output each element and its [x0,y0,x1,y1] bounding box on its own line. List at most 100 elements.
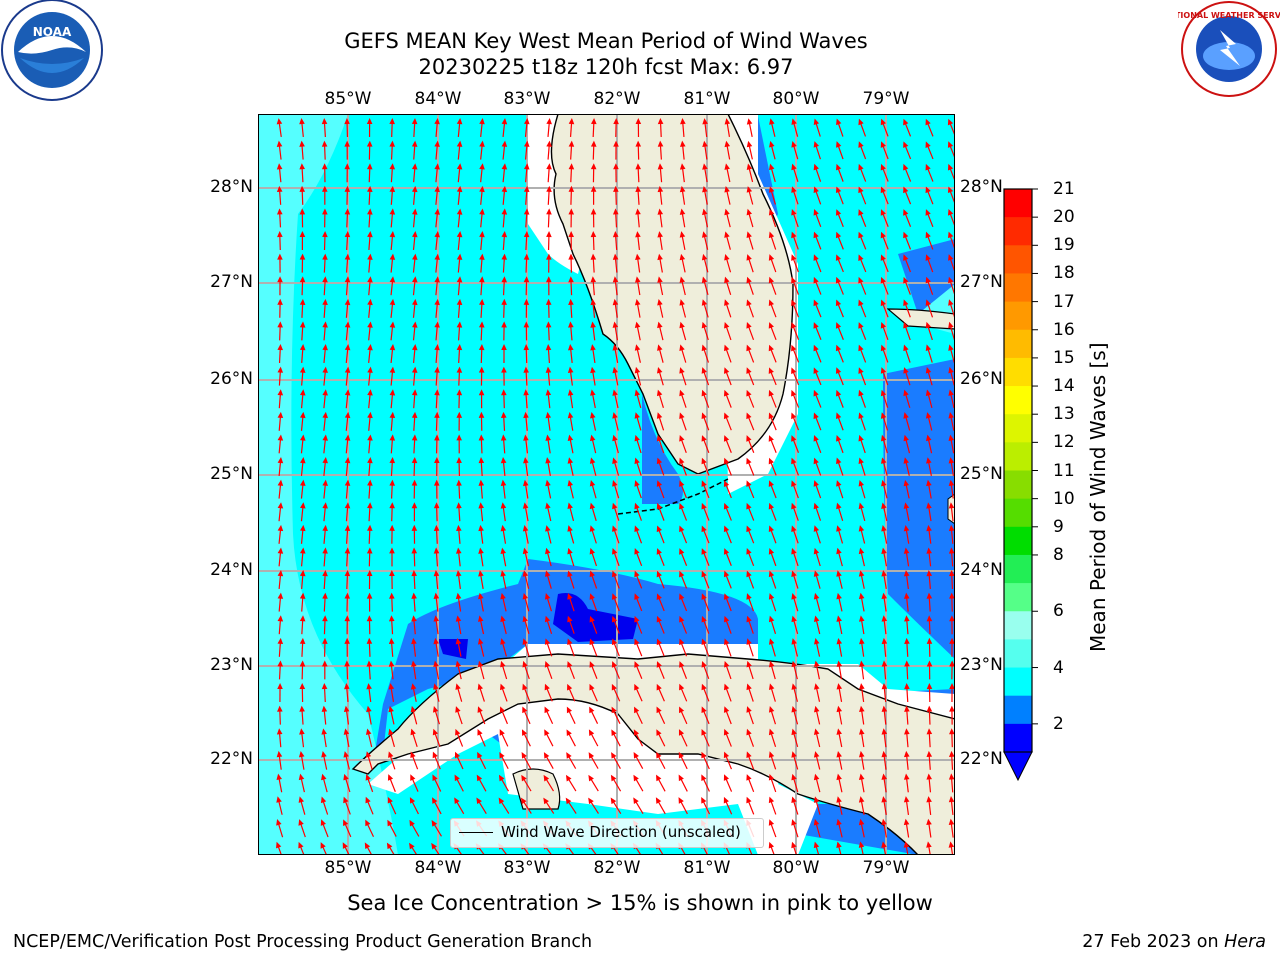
colorbar-bin [1004,189,1032,218]
wind-arrow [411,502,418,522]
wind-arrow [791,615,799,635]
colorbar-bin [1004,583,1032,612]
wind-arrow [881,841,888,855]
wind-arrow [322,321,328,341]
wind-arrow [903,524,910,544]
wind-arrow [858,141,867,160]
wind-arrow [455,706,463,725]
wind-arrow [903,389,911,408]
blue-region-bahamas [883,359,955,659]
wind-arrow [612,344,619,363]
wind-arrow [768,480,777,499]
wind-arrow [791,299,800,318]
wind-arrow [277,547,284,567]
wind-arrow [522,525,529,544]
wind-arrow [544,683,553,702]
wind-arrow [881,592,887,612]
wind-arrow [589,638,598,657]
wind-arrow [948,479,955,499]
wind-arrow [813,299,822,318]
x-tick-top-label: 79°W [862,89,910,109]
wind-arrow [724,253,732,273]
wind-arrow [904,683,910,703]
wind-arrow [321,163,328,183]
wind-arrow [746,751,755,770]
wind-arrow [367,411,373,431]
wind-arrow [299,705,305,725]
wind-arrow [723,774,733,792]
wind-arrow [836,705,843,725]
wind-arrow [478,524,484,544]
wind-arrow [344,163,351,183]
wind-arrow [567,683,576,702]
wind-arrow [679,502,688,521]
wind-arrow [434,118,440,138]
wind-arrow [277,479,284,499]
wind-arrow [612,366,619,386]
wind-arrow [389,411,396,431]
wind-arrow [343,705,350,725]
wind-arrow [948,750,955,770]
wind-arrow [858,457,866,476]
wind-arrow [411,615,417,635]
wind-arrow [903,344,911,363]
wind-arrow [367,231,373,251]
wind-arrow [903,547,910,567]
wind-arrow [679,593,688,612]
wind-arrow [567,411,574,431]
y-tick-left-label: 28°N [210,177,253,197]
wind-arrow [434,208,441,228]
wind-arrow [813,231,822,250]
wind-arrow [455,637,462,657]
wind-arrow [500,479,507,499]
wind-arrow [903,570,910,590]
wind-arrow [836,660,843,680]
wind-arrow [701,797,711,815]
wind-arrow [568,185,575,205]
wind-arrow [589,479,597,499]
wind-arrow [366,570,373,590]
wind-arrow [858,570,865,589]
wind-arrow [389,592,395,612]
wind-arrow [836,728,843,748]
wind-arrow [479,118,485,138]
wind-arrow [501,344,507,364]
wind-arrow [612,389,619,409]
wind-arrow [434,253,440,273]
wind-arrow [299,366,306,386]
wind-arrow [634,434,642,454]
wind-arrow [388,637,395,657]
wind-arrow [432,706,440,725]
wind-arrow [567,479,574,499]
wind-arrow [589,457,597,476]
wind-arrow [434,231,441,251]
wind-arrow [746,367,755,386]
wind-arrow [322,411,329,431]
wind-arrow [925,231,934,250]
wind-arrow [679,525,688,544]
wind-arrow [567,366,574,386]
wind-arrow [880,186,889,205]
wind-arrow [948,434,955,454]
wind-arrow [634,502,642,521]
wind-arrow [746,322,755,341]
wind-arrow [859,683,865,702]
wind-arrow [746,231,754,250]
wind-arrow [478,411,485,431]
wind-arrow [299,592,306,612]
wind-arrow [321,140,328,160]
florida-landmass [550,114,794,475]
wind-arrow [835,299,844,318]
wind-arrow [678,751,688,770]
wind-arrow [522,592,530,612]
wind-arrow [588,797,599,814]
wind-arrow [813,728,821,748]
wind-arrow [633,729,644,747]
colorbar-bin [1004,723,1032,753]
wind-arrow [858,231,867,250]
colorbar-label: Mean Period of Wind Waves [s] [1086,342,1110,652]
wind-arrow [366,140,373,160]
wind-arrow [925,163,934,182]
wind-arrow [881,525,888,544]
wind-arrow [276,750,283,770]
